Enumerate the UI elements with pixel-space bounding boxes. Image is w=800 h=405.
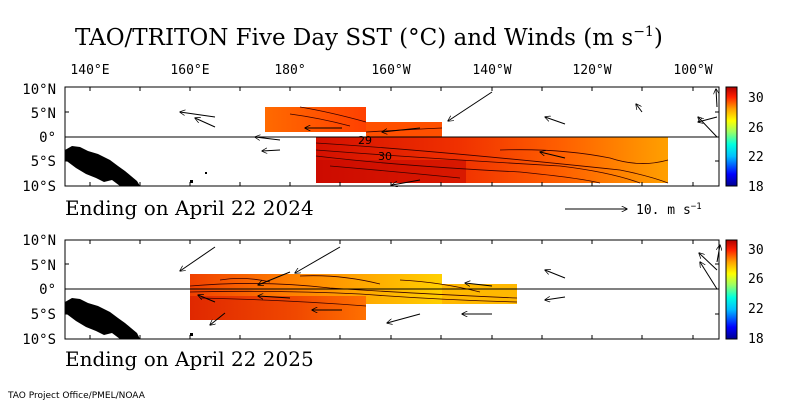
- reference-vector-label: 10. m s−1: [636, 202, 702, 218]
- panel-2024: 10°N 5°N 0° 5°S 10°S 29 30: [22, 82, 763, 220]
- ending-label-2025: Ending on April 22 2025: [65, 347, 314, 371]
- frame-ticks-2025: [65, 240, 719, 339]
- lat-label: 0°: [39, 130, 56, 146]
- land-new-guinea-2024: [65, 146, 140, 186]
- panel-2025: 10°N 5°N 0° 5°S 10°S: [22, 233, 763, 371]
- sst-field-2024: [265, 107, 668, 183]
- colorbar-tick: 26: [748, 272, 764, 287]
- lat-label: 5°S: [31, 154, 56, 170]
- colorbar-2024: 30 26 22 18: [725, 86, 764, 195]
- credit-label: TAO Project Office/PMEL/NOAA: [7, 391, 146, 401]
- lon-label: 100°W: [673, 63, 712, 78]
- longitude-labels: 140°E 160°E 180° 160°W 140°W 120°W 100°W: [70, 63, 712, 78]
- lon-label: 140°E: [70, 63, 109, 78]
- colorbar-2025: 30 26 22 18: [725, 239, 764, 347]
- wind-vectors-2025: [180, 245, 720, 325]
- colorbar-tick: 18: [748, 332, 764, 347]
- colorbar-tick: 30: [748, 243, 764, 258]
- sst-contours-2024: [289, 106, 669, 184]
- contour-label: 30: [378, 150, 392, 163]
- lat-label: 5°N: [31, 258, 56, 274]
- lat-label: 5°N: [31, 106, 56, 122]
- lon-label: 140°W: [472, 63, 511, 78]
- lat-label: 10°N: [22, 82, 56, 98]
- lon-label: 160°E: [170, 63, 209, 78]
- contour-label: 29: [358, 134, 372, 147]
- ending-label-2024: Ending on April 22 2024: [65, 196, 314, 220]
- sst-field-2025: [190, 274, 517, 320]
- lon-label: 180°: [274, 63, 305, 78]
- colorbar-tick: 26: [748, 121, 764, 136]
- land-new-guinea-2025: [65, 298, 140, 339]
- figure-title: TAO/TRITON Five Day SST (°C) and Winds (…: [75, 24, 663, 51]
- reference-vector: 10. m s−1: [565, 202, 702, 218]
- lat-labels-panel-2025: 10°N 5°N 0° 5°S 10°S: [22, 233, 56, 348]
- lat-label: 10°N: [22, 233, 56, 249]
- colorbar-tick: 18: [748, 180, 764, 195]
- wind-vectors-2024: [180, 89, 717, 185]
- colorbar-tick: 30: [748, 91, 764, 106]
- sst-contours-2025: [189, 275, 518, 307]
- lat-label: 0°: [39, 282, 56, 298]
- lon-label: 160°W: [371, 63, 410, 78]
- lat-label: 10°S: [22, 332, 56, 348]
- colorbar-tick: 22: [748, 150, 764, 165]
- lat-labels-panel-2024: 10°N 5°N 0° 5°S 10°S: [22, 82, 56, 195]
- colorbar-tick: 22: [748, 302, 764, 317]
- lon-label: 120°W: [572, 63, 611, 78]
- lat-label: 10°S: [22, 179, 56, 195]
- lat-label: 5°S: [31, 307, 56, 323]
